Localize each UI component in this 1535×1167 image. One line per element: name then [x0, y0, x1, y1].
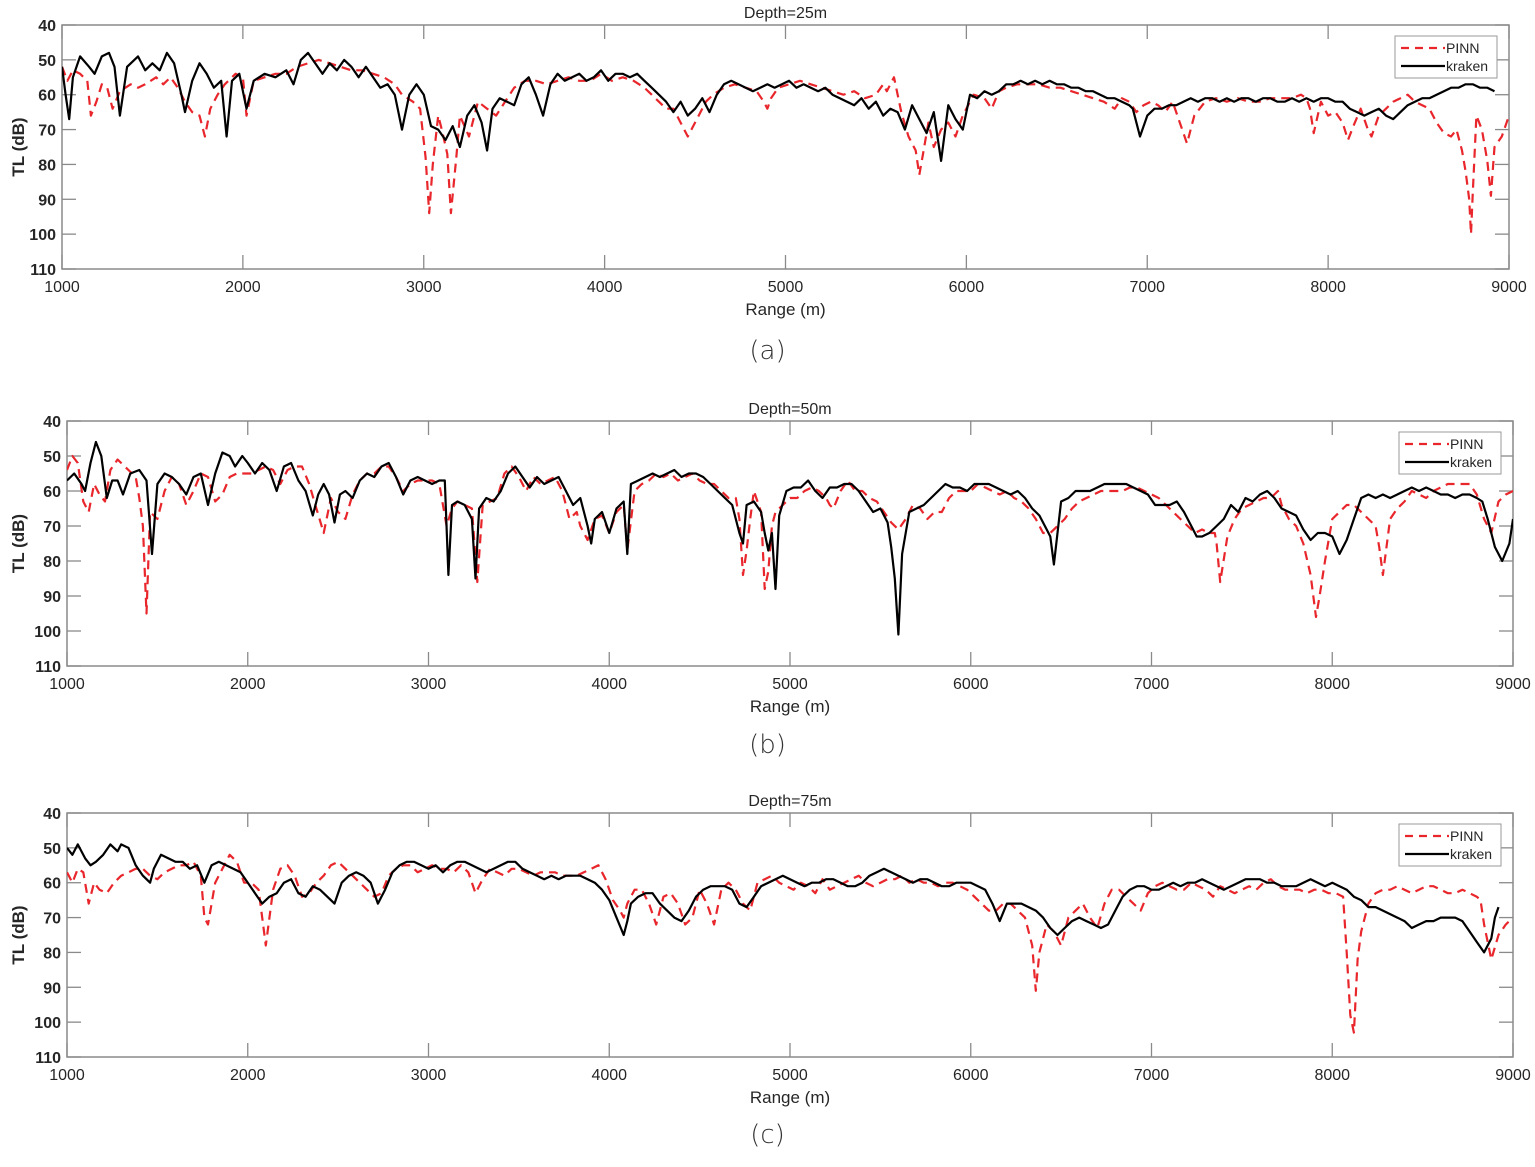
y-tick-label: 60 — [43, 484, 61, 501]
x-tick-label: 2000 — [225, 279, 261, 296]
x-tick-label: 8000 — [1310, 279, 1346, 296]
y-axis-label: TL (dB) — [9, 514, 28, 573]
x-axis-label: Range (m) — [750, 1088, 830, 1107]
x-tick-label: 4000 — [591, 676, 627, 693]
y-tick-label: 70 — [43, 519, 61, 536]
x-tick-label: 6000 — [953, 676, 989, 693]
chart-title: Depth=25m — [744, 5, 827, 22]
y-tick-label: 100 — [34, 1015, 61, 1032]
y-tick-label: 80 — [43, 945, 61, 962]
chart-depth-75m: 1000 2000 3000 4000 5000 6000 7000 8000 9000 40 50… — [9, 793, 1531, 1107]
x-tick-label: 7000 — [1129, 279, 1165, 296]
x-axis-label: Range (m) — [745, 300, 825, 319]
plot-area — [66, 812, 1514, 1058]
legend-label-pinn: PINN — [1450, 828, 1483, 844]
series-line-kraken — [62, 51, 1495, 162]
y-tick-label: 40 — [43, 414, 61, 431]
x-tick-label: 5000 — [772, 1067, 808, 1084]
caption-b: (b) — [749, 730, 786, 760]
y-tick-label: 50 — [43, 449, 61, 466]
chart-depth-50m: 1000 2000 3000 4000 5000 6000 7000 8000 9000 40 50… — [9, 401, 1531, 716]
chart-title: Depth=50m — [748, 401, 831, 418]
x-tick-label: 5000 — [768, 279, 804, 296]
y-tick-label: 40 — [38, 18, 56, 35]
y-tick-label: 60 — [43, 876, 61, 893]
legend-label-pinn: PINN — [1446, 40, 1479, 56]
y-tick-label: 110 — [35, 1050, 61, 1067]
legend: PINN kraken — [1394, 35, 1498, 79]
legend-label-kraken: kraken — [1446, 58, 1488, 74]
chart-panel-b: 1000 2000 3000 4000 5000 6000 7000 8000 9000 40 50… — [0, 395, 1535, 775]
caption-c: (c) — [750, 1120, 785, 1150]
x-tick-label: 9000 — [1495, 1067, 1531, 1084]
series-line-kraken — [67, 843, 1500, 954]
y-tick-label: 110 — [30, 262, 56, 279]
x-tick-label: 1000 — [49, 676, 85, 693]
y-tick-label: 40 — [43, 806, 61, 823]
x-tick-label: 3000 — [411, 1067, 447, 1084]
chart-depth-25m: 1000 2000 3000 4000 5000 6000 7000 8000 9000 40 50… — [9, 5, 1527, 319]
x-tick-label: 2000 — [230, 676, 266, 693]
y-tick-label: 60 — [38, 88, 56, 105]
legend: PINN kraken — [1398, 431, 1502, 475]
series-line-pinn — [62, 58, 1509, 236]
x-tick-label: 3000 — [406, 279, 442, 296]
x-tick-label: 8000 — [1314, 1067, 1350, 1084]
y-tick-label: 90 — [38, 192, 56, 209]
x-tick-label: 4000 — [591, 1067, 627, 1084]
x-tick-label: 1000 — [44, 279, 80, 296]
y-axis-label: TL (dB) — [9, 117, 28, 176]
x-tick-label: 9000 — [1491, 279, 1527, 296]
x-tick-label: 6000 — [949, 279, 985, 296]
y-axis-label: TL (dB) — [9, 905, 28, 964]
plot-area — [66, 420, 1514, 667]
legend-label-kraken: kraken — [1450, 454, 1492, 470]
y-tick-label: 50 — [43, 841, 61, 858]
x-tick-label: 3000 — [411, 676, 447, 693]
y-tick-label: 100 — [34, 624, 61, 641]
caption-a: (a) — [749, 336, 786, 366]
x-tick-label: 9000 — [1495, 676, 1531, 693]
legend: PINN kraken — [1398, 823, 1502, 867]
legend-label-kraken: kraken — [1450, 846, 1492, 862]
plot-area — [61, 24, 1510, 270]
chart-panel-a: 1000 2000 3000 4000 5000 6000 7000 8000 9000 40 50… — [0, 0, 1535, 380]
y-tick-label: 80 — [38, 157, 56, 174]
chart-title: Depth=75m — [748, 793, 831, 810]
x-tick-label: 4000 — [587, 279, 623, 296]
y-tick-label: 80 — [43, 554, 61, 571]
y-tick-label: 90 — [43, 589, 61, 606]
x-tick-label: 7000 — [1134, 676, 1170, 693]
y-tick-label: 110 — [35, 659, 61, 676]
chart-panel-c: 1000 2000 3000 4000 5000 6000 7000 8000 9000 40 50… — [0, 787, 1535, 1167]
y-tick-label: 70 — [43, 911, 61, 928]
x-tick-label: 5000 — [772, 676, 808, 693]
series-line-pinn — [67, 853, 1513, 1034]
x-tick-label: 8000 — [1314, 676, 1350, 693]
legend-label-pinn: PINN — [1450, 436, 1483, 452]
y-tick-label: 90 — [43, 980, 61, 997]
x-tick-label: 2000 — [230, 1067, 266, 1084]
x-axis-label: Range (m) — [750, 697, 830, 716]
x-tick-label: 1000 — [49, 1067, 85, 1084]
y-tick-label: 50 — [38, 53, 56, 70]
y-tick-label: 100 — [29, 227, 56, 244]
series-line-kraken — [67, 440, 1513, 636]
x-tick-label: 7000 — [1134, 1067, 1170, 1084]
y-tick-label: 70 — [38, 123, 56, 140]
x-tick-label: 6000 — [953, 1067, 989, 1084]
